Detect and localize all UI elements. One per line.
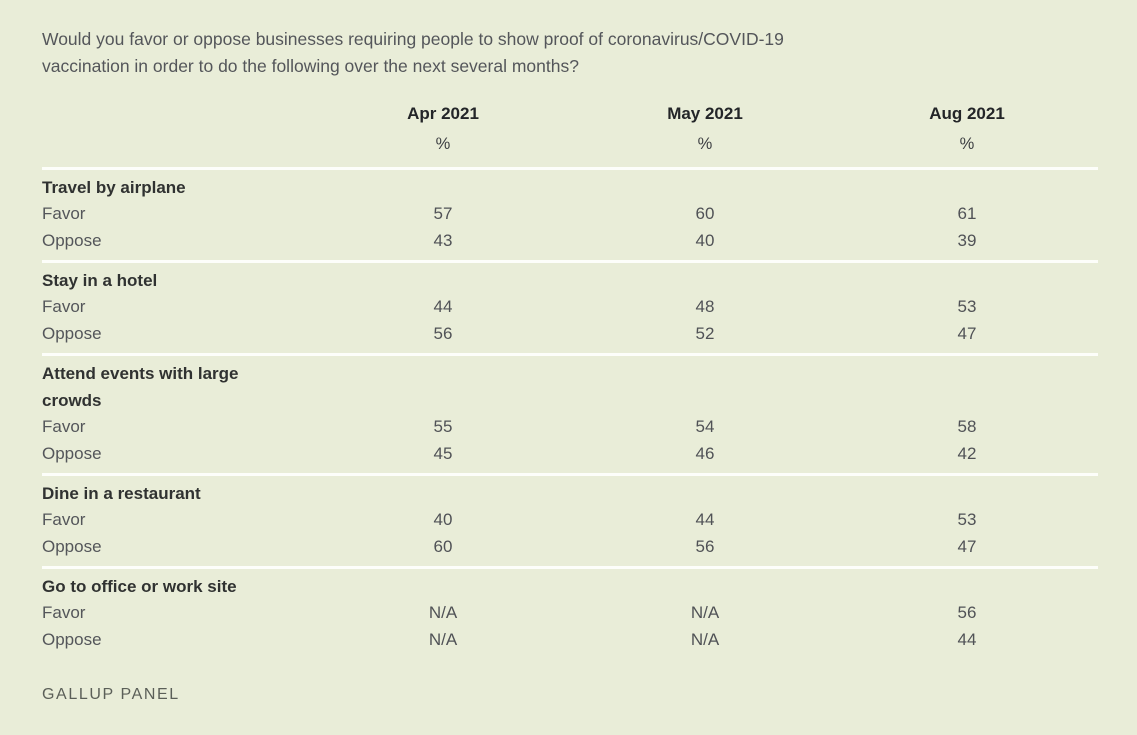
unit-label: % <box>435 135 451 153</box>
divider <box>42 167 1098 170</box>
source-label: GALLUP PANEL <box>42 686 180 703</box>
value-cell: 44 <box>433 297 453 316</box>
value-cell: N/A <box>428 603 458 622</box>
group-label-travel-by-airplane: Travel by airplane <box>42 178 186 197</box>
row-label-oppose: Oppose <box>42 443 102 463</box>
survey-question-line-1: Would you favor or oppose businesses req… <box>42 29 784 49</box>
column-header-may-2021: May 2021 <box>667 104 743 123</box>
value-cell: 40 <box>695 230 715 250</box>
row-label-oppose: Oppose <box>42 629 102 649</box>
divider <box>42 260 1098 263</box>
value-cell: 58 <box>957 417 977 436</box>
value-cell: 42 <box>957 443 977 463</box>
unit-label: % <box>697 135 713 153</box>
column-header-aug-2021: Aug 2021 <box>929 104 1005 123</box>
row-label-favor: Favor <box>42 297 86 316</box>
group-label-attend-events-with-large-crowds: Attend events with large crowds <box>42 364 239 410</box>
value-cell: 57 <box>433 204 453 223</box>
row-label-favor: Favor <box>42 204 86 223</box>
value-cell: N/A <box>690 603 720 622</box>
value-cell: 44 <box>695 510 715 529</box>
header-spacer <box>42 98 312 128</box>
value-cell: N/A <box>690 629 720 649</box>
unit-label: % <box>959 135 975 153</box>
unit-spacer <box>42 128 312 167</box>
row-label-oppose: Oppose <box>42 536 102 556</box>
column-header-apr-2021: Apr 2021 <box>407 104 479 123</box>
value-cell: 55 <box>433 417 453 436</box>
value-cell: 47 <box>957 323 977 343</box>
survey-question: Would you favor or oppose businesses req… <box>42 26 1094 80</box>
value-cell: 60 <box>695 204 715 223</box>
row-label-oppose: Oppose <box>42 323 102 343</box>
row-label-favor: Favor <box>42 603 86 622</box>
value-cell: 46 <box>695 443 715 463</box>
value-cell: 45 <box>433 443 453 463</box>
group-label-dine-in-a-restaurant: Dine in a restaurant <box>42 484 201 503</box>
value-cell: 47 <box>957 536 977 556</box>
divider <box>42 473 1098 476</box>
value-cell: N/A <box>428 629 458 649</box>
value-cell: 60 <box>433 536 453 556</box>
value-cell: 56 <box>433 323 453 343</box>
group-label-stay-in-a-hotel: Stay in a hotel <box>42 271 158 290</box>
value-cell: 56 <box>957 603 977 622</box>
divider <box>42 566 1098 569</box>
value-cell: 61 <box>957 204 977 223</box>
divider <box>42 353 1098 356</box>
value-cell: 53 <box>957 510 977 529</box>
value-cell: 53 <box>957 297 977 316</box>
value-cell: 40 <box>433 510 453 529</box>
results-table: Apr 2021 May 2021 Aug 2021 % % % Travel … <box>42 98 1098 653</box>
survey-question-line-2: vaccination in order to do the following… <box>42 56 579 76</box>
value-cell: 56 <box>695 536 715 556</box>
row-label-oppose: Oppose <box>42 230 102 250</box>
row-label-favor: Favor <box>42 510 86 529</box>
row-label-favor: Favor <box>42 417 86 436</box>
value-cell: 44 <box>957 629 977 649</box>
value-cell: 52 <box>695 323 715 343</box>
group-label-go-to-office-or-work-site: Go to office or work site <box>42 577 237 596</box>
value-cell: 48 <box>695 297 715 316</box>
value-cell: 39 <box>957 230 977 250</box>
value-cell: 54 <box>695 417 715 436</box>
value-cell: 43 <box>433 230 453 250</box>
